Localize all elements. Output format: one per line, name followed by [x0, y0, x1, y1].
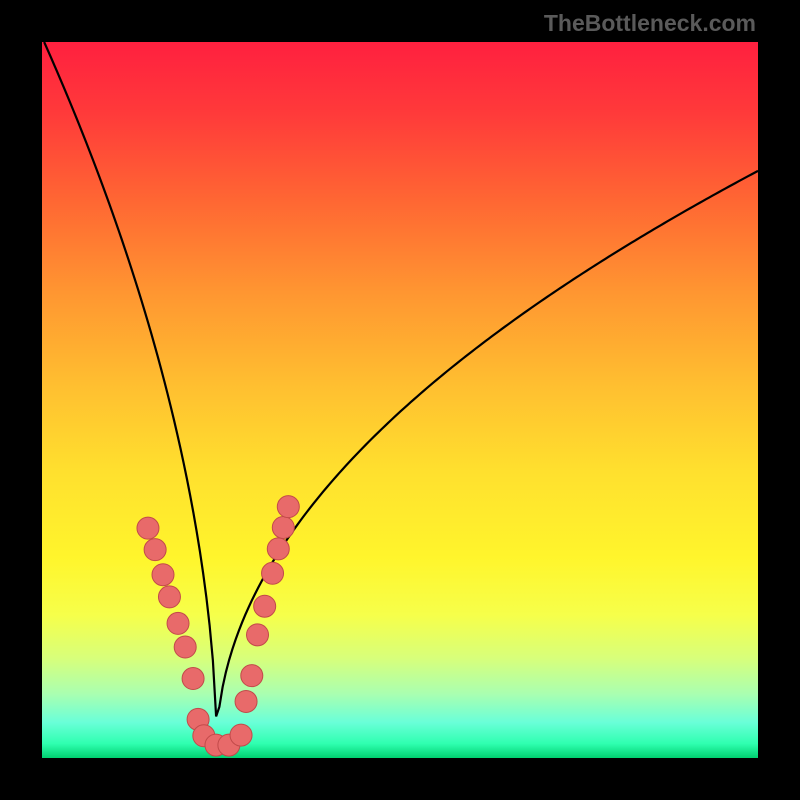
- data-marker: [272, 516, 294, 538]
- data-marker: [262, 562, 284, 584]
- data-marker: [235, 690, 257, 712]
- data-marker: [137, 517, 159, 539]
- data-marker: [158, 586, 180, 608]
- chart-svg: [0, 0, 800, 800]
- data-marker: [241, 665, 263, 687]
- data-marker: [152, 564, 174, 586]
- data-marker: [267, 538, 289, 560]
- data-marker: [230, 724, 252, 746]
- plot-background: [42, 42, 758, 758]
- data-marker: [254, 595, 276, 617]
- data-marker: [174, 636, 196, 658]
- data-marker: [167, 612, 189, 634]
- data-marker: [277, 496, 299, 518]
- watermark-text: TheBottleneck.com: [544, 10, 756, 37]
- data-marker: [182, 668, 204, 690]
- data-marker: [144, 539, 166, 561]
- chart-container: TheBottleneck.com: [0, 0, 800, 800]
- data-marker: [247, 624, 269, 646]
